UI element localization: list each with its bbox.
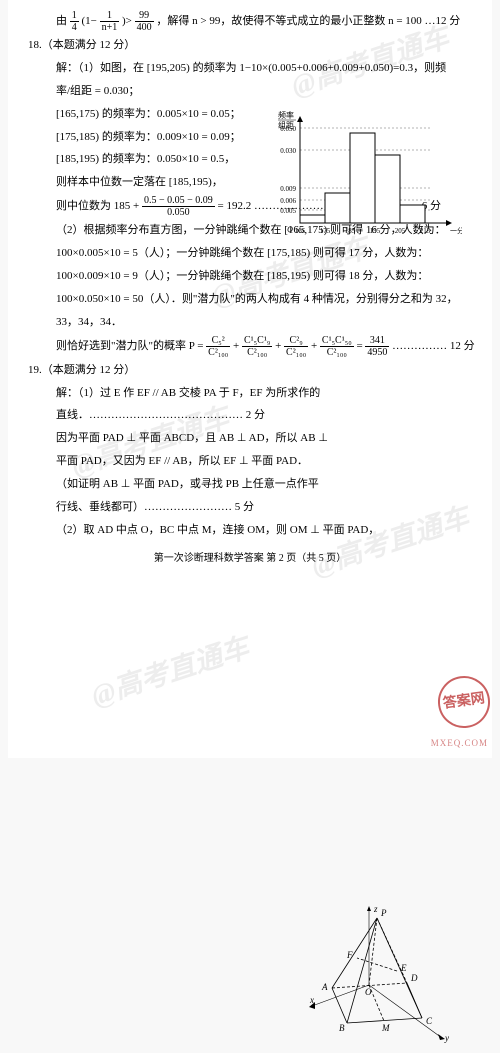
text-line: 直线．…………………………………… 2 分: [28, 405, 472, 426]
watermark: @高考直通车: [86, 626, 254, 715]
text-line: 解：（1）如图，在 [195,205) 的频率为 1−10×(0.005+0.0…: [28, 58, 472, 79]
page-footer: 第一次诊断理科数学答案 第 2 页（共 5 页）: [28, 549, 472, 564]
svg-text:M: M: [381, 1023, 390, 1033]
text-line: 率/组距 = 0.030；: [28, 81, 472, 102]
svg-text:z: z: [373, 904, 378, 914]
answer-stamp: 答案网: [435, 673, 494, 732]
svg-text:185: 185: [345, 227, 356, 235]
text-line: 平面 PAD，又因为 EF // AB，所以 EF ⊥ 平面 PAD．: [28, 451, 472, 472]
text-line: 行线、垂线都可）…………………… 5 分: [28, 497, 472, 518]
text: …………… 12 分: [392, 340, 475, 352]
text-line: （如证明 AB ⊥ 平面 PAD，或寻找 PB 上任意一点作平: [28, 474, 472, 495]
svg-text:0.030: 0.030: [280, 147, 296, 155]
svg-text:215: 215: [420, 227, 431, 235]
fraction: 99400: [135, 10, 154, 33]
question-header: 19.（本题满分 12 分）: [28, 360, 472, 381]
text: 由: [56, 15, 67, 27]
question-header: 18.（本题满分 12 分）: [28, 35, 472, 56]
fraction: C₅²C²₁₀₀: [206, 335, 230, 358]
svg-text:E: E: [400, 963, 407, 973]
text-line: 则恰好选到"潜力队"的概率 P = C₅²C²₁₀₀ + C¹₅C¹₉C²₁₀₀…: [28, 335, 472, 358]
text: 则中位数为 185 +: [56, 200, 139, 212]
svg-text:175: 175: [320, 227, 331, 235]
svg-text:165: 165: [295, 227, 306, 235]
svg-text:x: x: [309, 995, 314, 1005]
svg-text:D: D: [410, 973, 418, 983]
text: =: [356, 340, 362, 352]
fraction: 3414950: [365, 335, 389, 358]
svg-text:y: y: [444, 1033, 449, 1043]
fraction: C²₉C²₁₀₀: [284, 335, 308, 358]
svg-text:C: C: [426, 1016, 433, 1026]
svg-text:0.050: 0.050: [280, 125, 296, 133]
svg-text:0.006: 0.006: [280, 197, 296, 205]
text-line: 100×0.050×10 = 50（人）．则"潜力队"的两人构成有 4 种情况，…: [28, 289, 472, 310]
text-line: 由 14 (1− 1n+1 )> 99400 ，解得 n > 99，故使得不等式…: [28, 10, 472, 33]
text: +: [275, 340, 281, 352]
text: 则恰好选到"潜力队"的概率 P =: [56, 340, 203, 352]
site-watermark: MXEQ.COM: [431, 738, 488, 748]
svg-text:O: O: [365, 987, 372, 997]
fraction: C¹₅C¹₅₀C²₁₀₀: [320, 335, 354, 358]
svg-text:频率: 频率: [278, 110, 294, 120]
svg-text:一分钟跳绳个数: 一分钟跳绳个数: [450, 226, 462, 235]
fraction: 14: [70, 10, 79, 33]
text: ，解得 n > 99，故使得不等式成立的最小正整数 n = 100 …12 分: [156, 15, 460, 27]
text-line: 33，34，34．: [28, 312, 472, 333]
text-line: 解：（1）过 E 作 EF // AB 交棱 PA 于 F，EF 为所求作的: [28, 383, 472, 404]
svg-text:P: P: [380, 908, 387, 918]
fraction: 0.5 − 0.05 − 0.090.050: [142, 195, 215, 218]
text: +: [311, 340, 317, 352]
fraction: 1n+1: [100, 10, 120, 33]
fraction: C¹₅C¹₉C²₁₀₀: [242, 335, 272, 358]
text-line: 100×0.009×10 = 9（人）；一分钟跳绳个数在 [185,195) 则…: [28, 266, 472, 287]
histogram-chart: 频率组距0.0500.0300.0090.0060.00516517518519…: [262, 108, 462, 248]
text-line: （2）取 AD 中点 O，BC 中点 M，连接 OM，则 OM ⊥ 平面 PAD…: [28, 520, 472, 541]
text: (1−: [82, 15, 97, 27]
pyramid-diagram: P A B C D O M E Fz y x: [302, 903, 452, 1053]
svg-text:0.005: 0.005: [280, 207, 296, 215]
svg-text:205: 205: [395, 227, 406, 235]
page: @高考直通车 @高考直通车 @高考直通车 @高考直通车 @高考直通车 由 14 …: [8, 0, 492, 758]
text: +: [233, 340, 239, 352]
svg-text:A: A: [321, 982, 328, 992]
svg-text:F: F: [346, 950, 353, 960]
text-line: 因为平面 PAD ⊥ 平面 ABCD，且 AB ⊥ AD，所以 AB ⊥: [28, 428, 472, 449]
svg-text:195: 195: [370, 227, 381, 235]
svg-text:0.009: 0.009: [280, 185, 296, 193]
svg-text:O: O: [287, 225, 293, 234]
text: )>: [122, 15, 132, 27]
svg-text:B: B: [339, 1023, 345, 1033]
